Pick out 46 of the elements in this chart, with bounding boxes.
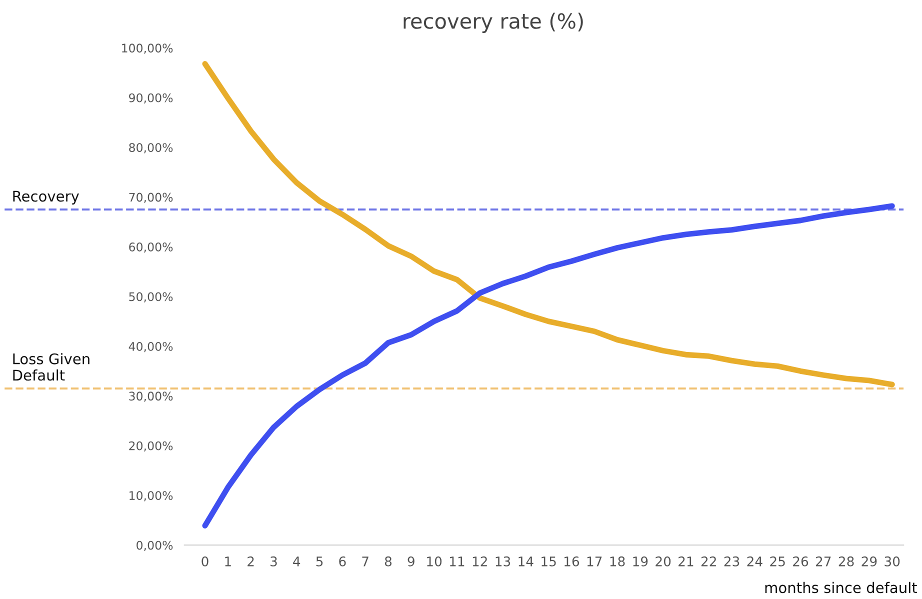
x-tick-label: 26 xyxy=(793,556,808,566)
x-tick-label: 29 xyxy=(862,556,877,566)
x-tick-label: 2 xyxy=(248,556,254,566)
x-tick-label: 17 xyxy=(587,556,602,566)
x-tick-label: 25 xyxy=(770,556,785,566)
x-tick-label: 28 xyxy=(838,556,854,566)
y-tick-label: 30,00% xyxy=(129,392,173,402)
x-tick-label: 18 xyxy=(610,556,625,566)
x-tick-label: 30 xyxy=(884,556,900,566)
ref-line-label: Recovery xyxy=(13,190,79,205)
y-tick-label: 20,00% xyxy=(129,441,173,452)
x-tick-label: 21 xyxy=(678,556,694,566)
x-tick-label: 6 xyxy=(339,556,346,566)
x-tick-label: 22 xyxy=(701,556,716,566)
x-tick-label: 3 xyxy=(270,556,277,566)
chart-title: recovery rate (%) xyxy=(404,12,583,33)
x-tick-label: 23 xyxy=(724,556,740,566)
x-tick-label: 8 xyxy=(384,556,392,566)
y-tick-label: 90,00% xyxy=(129,93,173,104)
x-axis-title: months since default xyxy=(765,582,918,594)
y-tick-label: 100,00% xyxy=(122,44,173,54)
x-tick-label: 20 xyxy=(656,556,671,566)
x-tick-label: 4 xyxy=(293,556,300,566)
y-tick-label: 80,00% xyxy=(129,143,173,154)
x-tick-label: 14 xyxy=(518,556,534,566)
x-tick-label: 7 xyxy=(362,556,368,566)
x-tick-label: 11 xyxy=(450,556,464,566)
x-tick-label: 13 xyxy=(496,556,510,566)
y-tick-label: 0,00% xyxy=(136,540,173,551)
x-tick-label: 15 xyxy=(542,556,556,566)
x-tick-label: 9 xyxy=(408,556,414,566)
x-tick-label: 0 xyxy=(202,556,208,566)
x-tick-label: 5 xyxy=(316,556,323,566)
x-tick-label: 27 xyxy=(816,556,831,566)
y-tick-label: 50,00% xyxy=(129,292,173,302)
x-tick-label: 16 xyxy=(564,556,580,566)
ref-line-label: Loss Given Default xyxy=(13,353,90,381)
x-tick-label: 10 xyxy=(427,556,442,566)
x-tick-label: 1 xyxy=(225,556,231,566)
y-tick-label: 60,00% xyxy=(129,242,173,253)
y-tick-label: 40,00% xyxy=(128,342,173,352)
y-tick-label: 70,00% xyxy=(129,192,173,203)
x-tick-label: 24 xyxy=(747,556,762,566)
x-tick-label: 19 xyxy=(633,556,648,566)
x-tick-label: 12 xyxy=(472,556,487,566)
y-tick-label: 10,00% xyxy=(130,491,173,502)
